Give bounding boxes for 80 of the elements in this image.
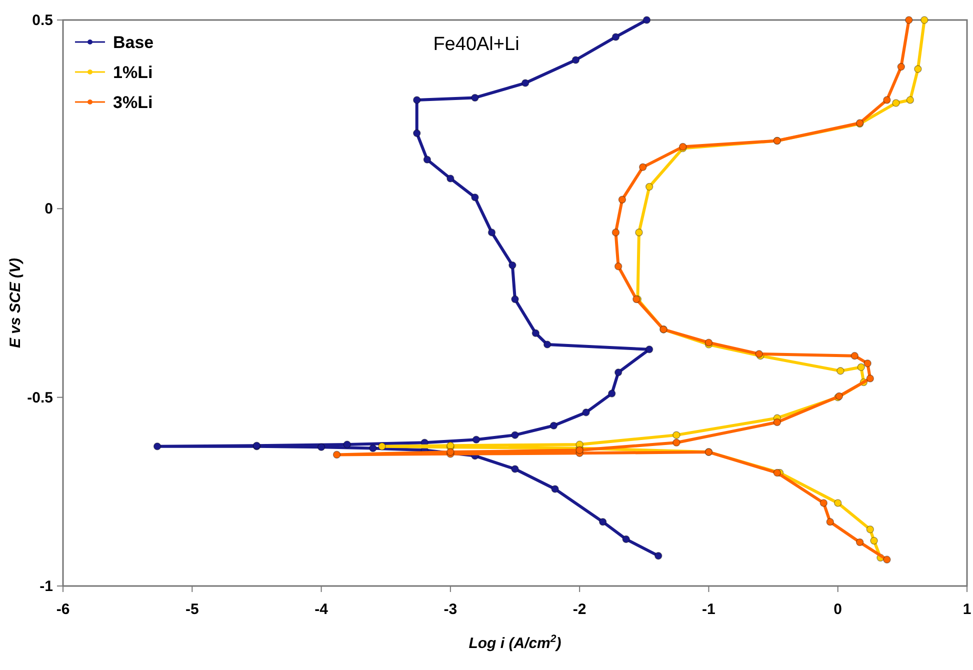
x-tick-label: -3: [444, 601, 458, 618]
y-tick-label: 0.5: [32, 12, 53, 29]
point: [153, 442, 162, 450]
point: [551, 485, 559, 493]
point: [543, 340, 552, 348]
point: [614, 262, 622, 270]
point: [866, 526, 874, 534]
point: [904, 16, 913, 24]
point: [614, 368, 622, 376]
y-tick-label: -1: [40, 578, 53, 595]
point: [532, 329, 540, 338]
point: [642, 16, 651, 24]
point: [836, 367, 844, 375]
point: [332, 450, 341, 459]
point: [608, 390, 616, 398]
point: [471, 94, 479, 102]
point: [550, 422, 558, 430]
point: [883, 556, 891, 564]
point: [472, 436, 480, 444]
point: [856, 538, 864, 546]
point: [343, 440, 352, 448]
point: [511, 295, 519, 304]
point: [612, 33, 620, 41]
point: [672, 431, 680, 439]
x-axis-title: Log i (A/cm$^{2}$): [468, 633, 562, 652]
point: [857, 363, 866, 372]
point: [834, 499, 842, 507]
point: [850, 352, 859, 360]
point: [412, 96, 421, 104]
point: [892, 99, 900, 107]
legend-label: 3%Li: [113, 93, 153, 112]
legend-label: Base: [113, 33, 154, 52]
x-tick-label: -2: [572, 601, 586, 618]
point: [883, 96, 891, 104]
point: [511, 465, 519, 473]
point: [508, 261, 516, 270]
text: Fe40Al+Li: [433, 34, 520, 55]
x-tick-label: -6: [56, 601, 70, 618]
point: [773, 418, 782, 426]
point: [412, 129, 421, 138]
point: [488, 228, 496, 236]
point: [521, 79, 530, 87]
point: [826, 518, 834, 526]
x-tick-label: 0: [834, 601, 842, 618]
y-axis-title: E vs SCE (V): [7, 258, 24, 348]
point: [906, 96, 914, 104]
point: [654, 552, 662, 560]
point: [920, 16, 928, 24]
point: [645, 346, 654, 354]
x-tick-label: 1: [962, 601, 972, 618]
point: [618, 196, 626, 204]
point: [773, 468, 782, 477]
point: [317, 443, 326, 452]
point: [378, 442, 386, 450]
x-tick-label: -4: [314, 601, 329, 618]
point: [897, 62, 906, 71]
point: [612, 228, 620, 236]
point: [598, 518, 607, 526]
legend-label: 1%Li: [113, 63, 153, 82]
point: [511, 431, 519, 439]
point: [645, 182, 654, 191]
point: [820, 499, 828, 507]
x-tick-label: -1: [702, 601, 716, 618]
point: [672, 438, 680, 447]
y-tick-label: -0.5: [27, 389, 53, 406]
point: [638, 163, 647, 172]
point: [870, 536, 878, 545]
point: [582, 408, 590, 416]
point: [572, 56, 580, 64]
x-tick-label: -5: [185, 601, 199, 618]
point: [914, 65, 922, 73]
point: [471, 193, 479, 202]
point: [635, 228, 643, 236]
point: [866, 374, 874, 382]
point: [622, 535, 630, 544]
point: [369, 444, 377, 452]
y-tick-label: 0: [44, 200, 53, 218]
point: [423, 156, 432, 164]
point: [864, 359, 872, 368]
point: [446, 174, 454, 182]
